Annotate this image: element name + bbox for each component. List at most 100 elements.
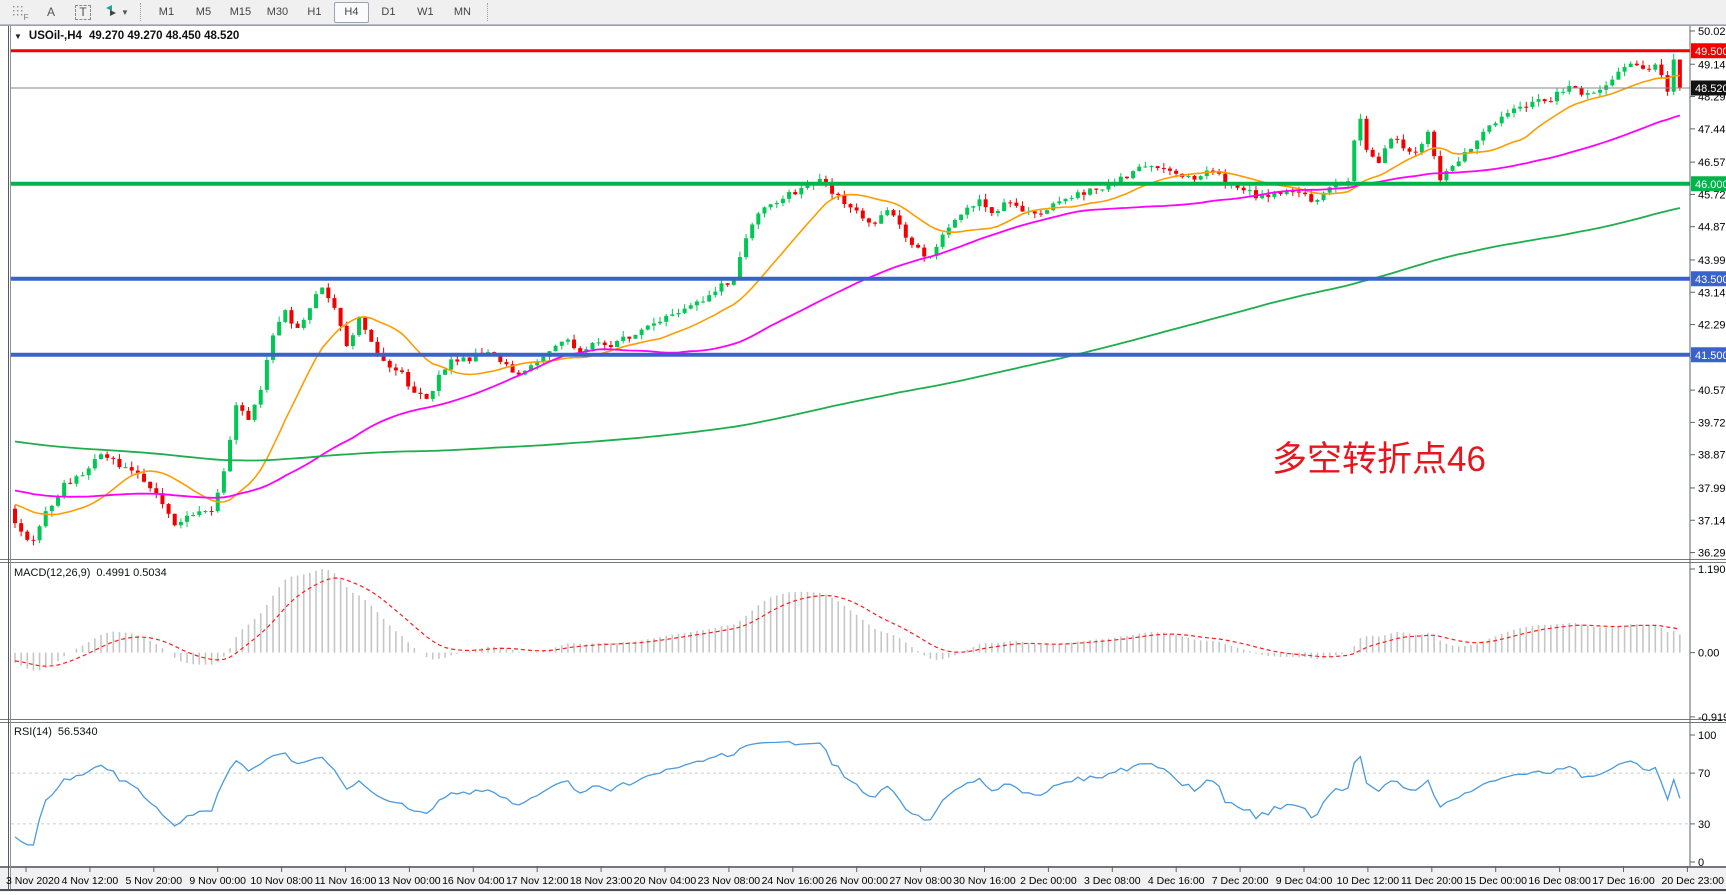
candle xyxy=(443,369,448,375)
timeframe-button-w1[interactable]: W1 xyxy=(417,6,434,18)
timeframe-button-m1[interactable]: M1 xyxy=(158,6,175,18)
candle xyxy=(971,206,976,208)
price-tick-label: 37.145 xyxy=(1698,515,1726,527)
timeframe-button-h4[interactable]: H4 xyxy=(333,1,369,23)
time-axis-label: 11 Dec 20:00 xyxy=(1401,875,1463,887)
candle xyxy=(744,238,749,258)
price-badge-49.500[interactable] xyxy=(1691,43,1726,59)
candle xyxy=(1241,187,1246,191)
price-badge-label: 43.500 xyxy=(1695,274,1726,286)
candle xyxy=(1192,175,1197,180)
candle xyxy=(1057,201,1062,204)
candle xyxy=(909,237,914,245)
candle xyxy=(535,362,540,366)
price-badge-48.520[interactable] xyxy=(1691,80,1726,96)
chart-title: ▼ USOil-,H4 49.270 49.270 48.450 48.520 xyxy=(14,30,239,42)
price-badge-41.500[interactable] xyxy=(1691,347,1726,363)
timeframe-button-mn[interactable]: MN xyxy=(453,6,471,18)
candle xyxy=(1364,118,1369,150)
pane-separator xyxy=(0,719,1726,720)
candle xyxy=(148,481,153,489)
candle xyxy=(682,308,687,313)
candle xyxy=(1100,189,1105,191)
candle xyxy=(1616,71,1621,80)
candle xyxy=(209,511,214,513)
candle xyxy=(369,329,374,342)
candle xyxy=(1272,191,1277,197)
timeframe-button-m5[interactable]: M5 xyxy=(195,6,212,18)
candle xyxy=(142,473,147,482)
candle xyxy=(817,178,822,183)
price-tick-label: 46.570 xyxy=(1698,157,1726,169)
candle xyxy=(307,308,312,320)
text-label-tool-button[interactable]: A xyxy=(35,1,67,23)
price-tick-label: 49.145 xyxy=(1698,59,1726,71)
candle xyxy=(719,283,724,292)
candle xyxy=(1542,99,1547,102)
candle xyxy=(1155,166,1160,169)
time-axis-label: 30 Nov 16:00 xyxy=(953,875,1016,887)
candle xyxy=(1094,188,1099,190)
candle xyxy=(1536,99,1541,102)
candle xyxy=(608,345,613,348)
candle xyxy=(1530,101,1535,107)
candle xyxy=(1579,88,1584,95)
candle xyxy=(363,317,368,330)
price-tick-label: 44.870 xyxy=(1698,222,1726,234)
time-axis-label: 18 Nov 23:00 xyxy=(570,875,633,887)
candle xyxy=(590,342,595,350)
candle xyxy=(1081,192,1086,195)
candle xyxy=(332,298,337,308)
candle xyxy=(1640,65,1645,69)
candle xyxy=(1118,176,1123,183)
time-axis-label: 20 Dec 23:00 xyxy=(1662,875,1725,887)
candle xyxy=(510,364,515,373)
timeframe-button-d1[interactable]: D1 xyxy=(381,6,396,18)
timeframe-button-m15[interactable]: M15 xyxy=(229,6,252,18)
candle xyxy=(565,339,570,342)
timeframe-button-h1[interactable]: H1 xyxy=(307,6,322,18)
candle xyxy=(1499,116,1504,124)
candle xyxy=(92,459,97,469)
candle xyxy=(516,372,521,375)
candle xyxy=(664,315,669,322)
candle xyxy=(221,471,226,493)
price-tick-label: 42.295 xyxy=(1698,320,1726,332)
candle xyxy=(1444,170,1449,181)
price-badge-label: 49.500 xyxy=(1695,46,1726,58)
candle xyxy=(1432,131,1437,157)
candle xyxy=(56,496,61,506)
candle xyxy=(1468,148,1473,152)
candle xyxy=(375,341,380,353)
price-badge-46.000[interactable] xyxy=(1691,176,1726,192)
candle xyxy=(430,390,435,399)
text-box-tool-button[interactable]: T xyxy=(67,1,99,23)
effects-tool-label: F xyxy=(23,12,29,22)
price-badge-43.500[interactable] xyxy=(1691,271,1726,287)
candle xyxy=(1425,131,1430,145)
candle xyxy=(326,287,331,299)
candle xyxy=(934,246,939,257)
candle xyxy=(1051,203,1056,211)
candle xyxy=(1591,92,1596,94)
candle xyxy=(504,362,509,365)
candle xyxy=(1567,86,1572,92)
candle xyxy=(393,367,398,371)
candle xyxy=(1266,194,1271,197)
candle xyxy=(228,439,233,472)
candle xyxy=(1235,184,1240,188)
candle xyxy=(197,511,202,515)
candle xyxy=(1204,170,1209,177)
rsi-axis-label: 70 xyxy=(1698,768,1710,780)
candle xyxy=(1518,106,1523,109)
price-tick-label: 45.720 xyxy=(1698,189,1726,201)
candlestick-series[interactable] xyxy=(13,53,1682,546)
effects-tool-button[interactable]: F xyxy=(3,1,35,23)
timeframe-button-m30[interactable]: M30 xyxy=(266,6,289,18)
color-scheme-button[interactable]: ▼ xyxy=(99,1,134,23)
candle xyxy=(1462,151,1467,162)
candle xyxy=(541,356,546,363)
candle xyxy=(879,215,884,224)
